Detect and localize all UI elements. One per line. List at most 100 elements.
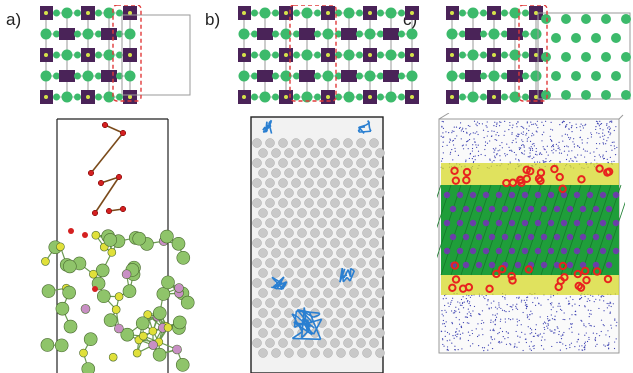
gas-point <box>483 347 486 349</box>
surface-atom <box>111 305 121 314</box>
green-hex-atom <box>561 90 571 100</box>
surface-atom <box>41 257 50 266</box>
gas-point <box>562 333 564 335</box>
gas-point <box>446 340 448 342</box>
cation-center-dot <box>128 95 132 99</box>
green-small-atom <box>398 72 405 80</box>
green-small-atom <box>480 72 487 80</box>
gas-point <box>545 161 547 163</box>
gas-point <box>596 123 599 125</box>
green-small-atom <box>116 51 123 59</box>
gas-point <box>515 330 517 333</box>
surface-gray-atom <box>291 138 301 148</box>
gas-point <box>593 301 595 303</box>
green-small-atom <box>293 30 300 38</box>
gas-point <box>552 332 555 334</box>
gas-point <box>530 341 532 343</box>
gas-point <box>468 302 470 305</box>
slab-purple-atom <box>521 191 529 199</box>
cation-center-dot <box>242 11 246 15</box>
surface-gray-atom <box>265 178 275 188</box>
gas-point <box>562 121 564 123</box>
molecule-trajectory <box>350 267 355 272</box>
gas-point <box>606 124 608 126</box>
slab-lattice-line <box>437 184 462 259</box>
gas-point <box>542 160 544 162</box>
gas-point <box>498 302 500 304</box>
slab-purple-atom <box>579 233 587 241</box>
surface-gray-atom <box>323 308 333 318</box>
gas-point <box>562 334 564 337</box>
gas-point <box>588 336 590 339</box>
gas-point <box>546 325 548 327</box>
gas-point <box>466 316 469 318</box>
surface-gray-atom <box>356 138 366 148</box>
gas-point <box>614 148 616 150</box>
slab-purple-atom <box>482 219 490 227</box>
gas-point <box>544 328 546 331</box>
slab-purple-atom <box>540 205 548 213</box>
gas-point <box>518 296 520 298</box>
surface-gray-atom <box>317 178 327 188</box>
gas-point <box>595 126 597 128</box>
gas-point <box>516 126 518 128</box>
gas-point <box>505 311 507 313</box>
slab-lattice-line <box>460 184 492 276</box>
gas-point <box>599 123 601 125</box>
surface-gray-atom <box>343 318 353 328</box>
surface-atom <box>152 347 167 362</box>
gas-point <box>469 334 471 336</box>
gas-point <box>471 147 474 150</box>
gas-point <box>498 125 501 127</box>
gas-point <box>492 314 494 316</box>
gas-point <box>496 153 498 155</box>
gas-point <box>556 341 558 344</box>
surface-gray-atom <box>375 328 385 338</box>
gas-point <box>481 347 484 349</box>
gas-point <box>522 131 524 133</box>
gas-point <box>442 145 444 148</box>
green-anion-atom <box>259 49 271 61</box>
surface-gray-atom <box>297 188 307 198</box>
surface-gray-atom <box>310 208 320 218</box>
green-anion-atom <box>103 91 115 103</box>
molecule-trajectory <box>359 124 367 129</box>
molecule-bond <box>90 132 124 174</box>
green-small-atom <box>501 30 508 38</box>
gas-point <box>550 314 552 316</box>
gas-point <box>598 307 600 310</box>
gas-point <box>584 295 586 298</box>
gas-point <box>478 345 480 347</box>
cation-center-dot <box>534 95 538 99</box>
gas-point <box>562 343 564 345</box>
surface-gray-atom <box>336 168 346 178</box>
surface-atom <box>175 358 190 372</box>
purple-cation-square <box>101 28 117 40</box>
surface-gray-atom <box>330 258 340 268</box>
gas-point <box>577 338 580 340</box>
gas-point <box>441 158 444 160</box>
gas-point <box>551 345 553 348</box>
green-small-atom <box>95 72 102 80</box>
gas-point <box>496 131 498 134</box>
red-adsorbed-molecule <box>524 265 533 274</box>
gas-point <box>497 333 499 335</box>
gas-point <box>520 125 522 128</box>
gas-point <box>493 160 495 162</box>
gas-point <box>514 345 516 347</box>
highlight-dashed-box <box>518 5 548 102</box>
gas-point <box>583 156 586 158</box>
molecule-trajectory <box>271 276 286 287</box>
surface-gray-atom <box>336 328 346 338</box>
green-anion-atom <box>343 49 355 61</box>
surface-gray-atom <box>297 288 307 298</box>
gas-point <box>569 138 571 140</box>
slab-purple-atom <box>540 233 548 241</box>
gas-point <box>501 330 504 333</box>
green-small-atom <box>398 93 405 101</box>
green-small-atom <box>74 72 81 80</box>
gas-point <box>453 130 455 132</box>
green-anion-atom <box>446 70 458 82</box>
gas-point <box>529 155 531 157</box>
gas-point <box>442 152 444 154</box>
